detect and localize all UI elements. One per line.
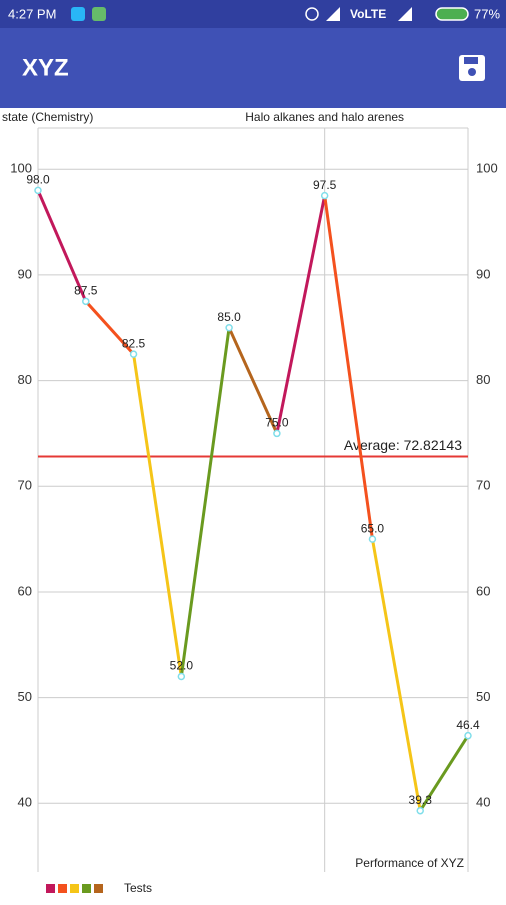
y2-tick-label: 70 bbox=[476, 478, 490, 493]
line-segment bbox=[275, 194, 327, 435]
line-segment bbox=[370, 537, 422, 813]
y2-tick-label: 40 bbox=[476, 795, 490, 810]
x-tick-label: Halo alkanes and halo arenes bbox=[245, 110, 404, 124]
save-icon-dot[interactable] bbox=[468, 68, 476, 76]
y-tick-label: 40 bbox=[18, 795, 32, 810]
y-tick-label: 60 bbox=[18, 583, 32, 598]
data-point bbox=[464, 731, 472, 740]
alarm-icon bbox=[305, 7, 319, 21]
line-segment bbox=[418, 734, 470, 813]
data-point bbox=[82, 297, 90, 306]
y2-tick-label: 90 bbox=[476, 266, 490, 281]
save-icon-slot[interactable] bbox=[464, 57, 478, 64]
data-point bbox=[368, 535, 377, 543]
legend-swatch bbox=[58, 884, 67, 893]
limit-line-label: Average: 72.82143 bbox=[344, 437, 462, 453]
line-segment bbox=[227, 326, 279, 435]
legend-swatch bbox=[94, 884, 103, 893]
app-bar bbox=[0, 28, 506, 108]
x-tick-label: state (Chemistry) bbox=[2, 110, 93, 124]
data-label: 39.3 bbox=[409, 793, 433, 807]
data-point bbox=[129, 350, 138, 358]
data-label: 46.4 bbox=[456, 718, 480, 732]
line-segment bbox=[132, 352, 183, 678]
line-segment bbox=[179, 326, 231, 678]
data-point bbox=[225, 323, 233, 332]
data-label: 75.0 bbox=[265, 416, 289, 430]
y-tick-label: 90 bbox=[18, 266, 32, 281]
notification-icon bbox=[71, 7, 85, 21]
network-type: VoLTE bbox=[350, 7, 386, 21]
battery-icon bbox=[435, 7, 469, 21]
legend-label: Tests bbox=[124, 881, 152, 895]
line-segment bbox=[323, 194, 374, 541]
data-label: 65.0 bbox=[361, 521, 385, 535]
chart-description: Performance of XYZ bbox=[355, 856, 464, 870]
legend-swatch bbox=[82, 884, 91, 893]
save-button[interactable] bbox=[459, 55, 485, 81]
data-label: 85.0 bbox=[217, 310, 241, 324]
data-label: 52.0 bbox=[170, 659, 194, 673]
data-point bbox=[34, 186, 42, 195]
data-label: 98.0 bbox=[26, 173, 50, 187]
data-point bbox=[416, 806, 424, 815]
y-tick-label: 100 bbox=[10, 161, 32, 176]
signal-icon bbox=[398, 7, 412, 21]
data-label: 87.5 bbox=[74, 283, 98, 297]
y2-tick-label: 50 bbox=[476, 689, 490, 704]
app-title: XYZ bbox=[22, 54, 69, 81]
line-segment bbox=[36, 188, 88, 303]
data-point bbox=[320, 191, 329, 200]
y2-tick-label: 60 bbox=[476, 583, 490, 598]
y-tick-label: 80 bbox=[18, 372, 32, 387]
signal-icon bbox=[326, 7, 340, 21]
data-label: 82.5 bbox=[122, 336, 146, 350]
data-point bbox=[273, 429, 281, 438]
data-label: 97.5 bbox=[313, 178, 337, 192]
line-segment bbox=[84, 299, 136, 356]
y2-tick-label: 80 bbox=[476, 372, 490, 387]
y2-tick-label: 100 bbox=[476, 161, 498, 176]
y-tick-label: 70 bbox=[18, 478, 32, 493]
notification-icon bbox=[92, 7, 106, 21]
y-tick-label: 50 bbox=[18, 689, 32, 704]
legend-swatch bbox=[46, 884, 55, 893]
legend-swatch bbox=[70, 884, 79, 893]
status-time: 4:27 PM bbox=[8, 6, 56, 21]
battery-level: 77% bbox=[474, 6, 500, 21]
data-point bbox=[177, 672, 186, 681]
